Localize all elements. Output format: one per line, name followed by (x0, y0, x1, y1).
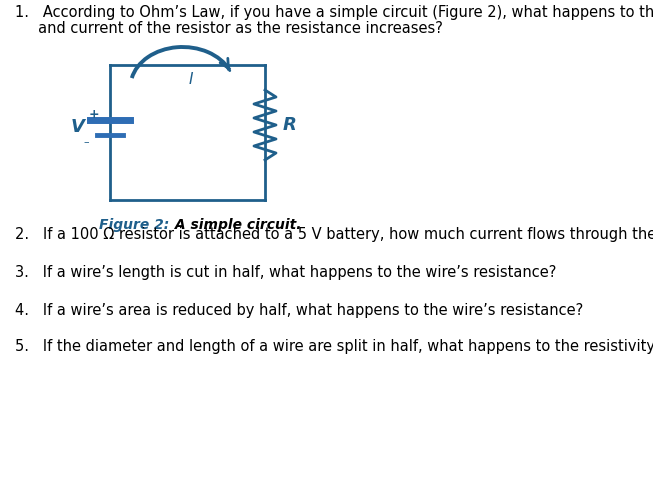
Text: V: V (71, 118, 85, 136)
Text: +: + (89, 107, 99, 120)
Text: 1.   According to Ohm’s Law, if you have a simple circuit (Figure 2), what happe: 1. According to Ohm’s Law, if you have a… (15, 5, 653, 20)
Text: 4.   If a wire’s area is reduced by half, what happens to the wire’s resistance?: 4. If a wire’s area is reduced by half, … (15, 303, 583, 318)
Text: Figure 2:: Figure 2: (99, 218, 170, 232)
Text: I: I (188, 71, 193, 87)
Text: 2.   If a 100 Ω resistor is attached to a 5 V battery, how much current flows th: 2. If a 100 Ω resistor is attached to a … (15, 227, 653, 242)
Text: –: – (83, 137, 89, 147)
Text: 5.   If the diameter and length of a wire are split in half, what happens to the: 5. If the diameter and length of a wire … (15, 339, 653, 354)
Text: R: R (283, 116, 297, 134)
Text: 3.   If a wire’s length is cut in half, what happens to the wire’s resistance?: 3. If a wire’s length is cut in half, wh… (15, 265, 556, 280)
Text: A simple circuit.: A simple circuit. (170, 218, 301, 232)
Text: and current of the resistor as the resistance increases?: and current of the resistor as the resis… (15, 21, 443, 36)
